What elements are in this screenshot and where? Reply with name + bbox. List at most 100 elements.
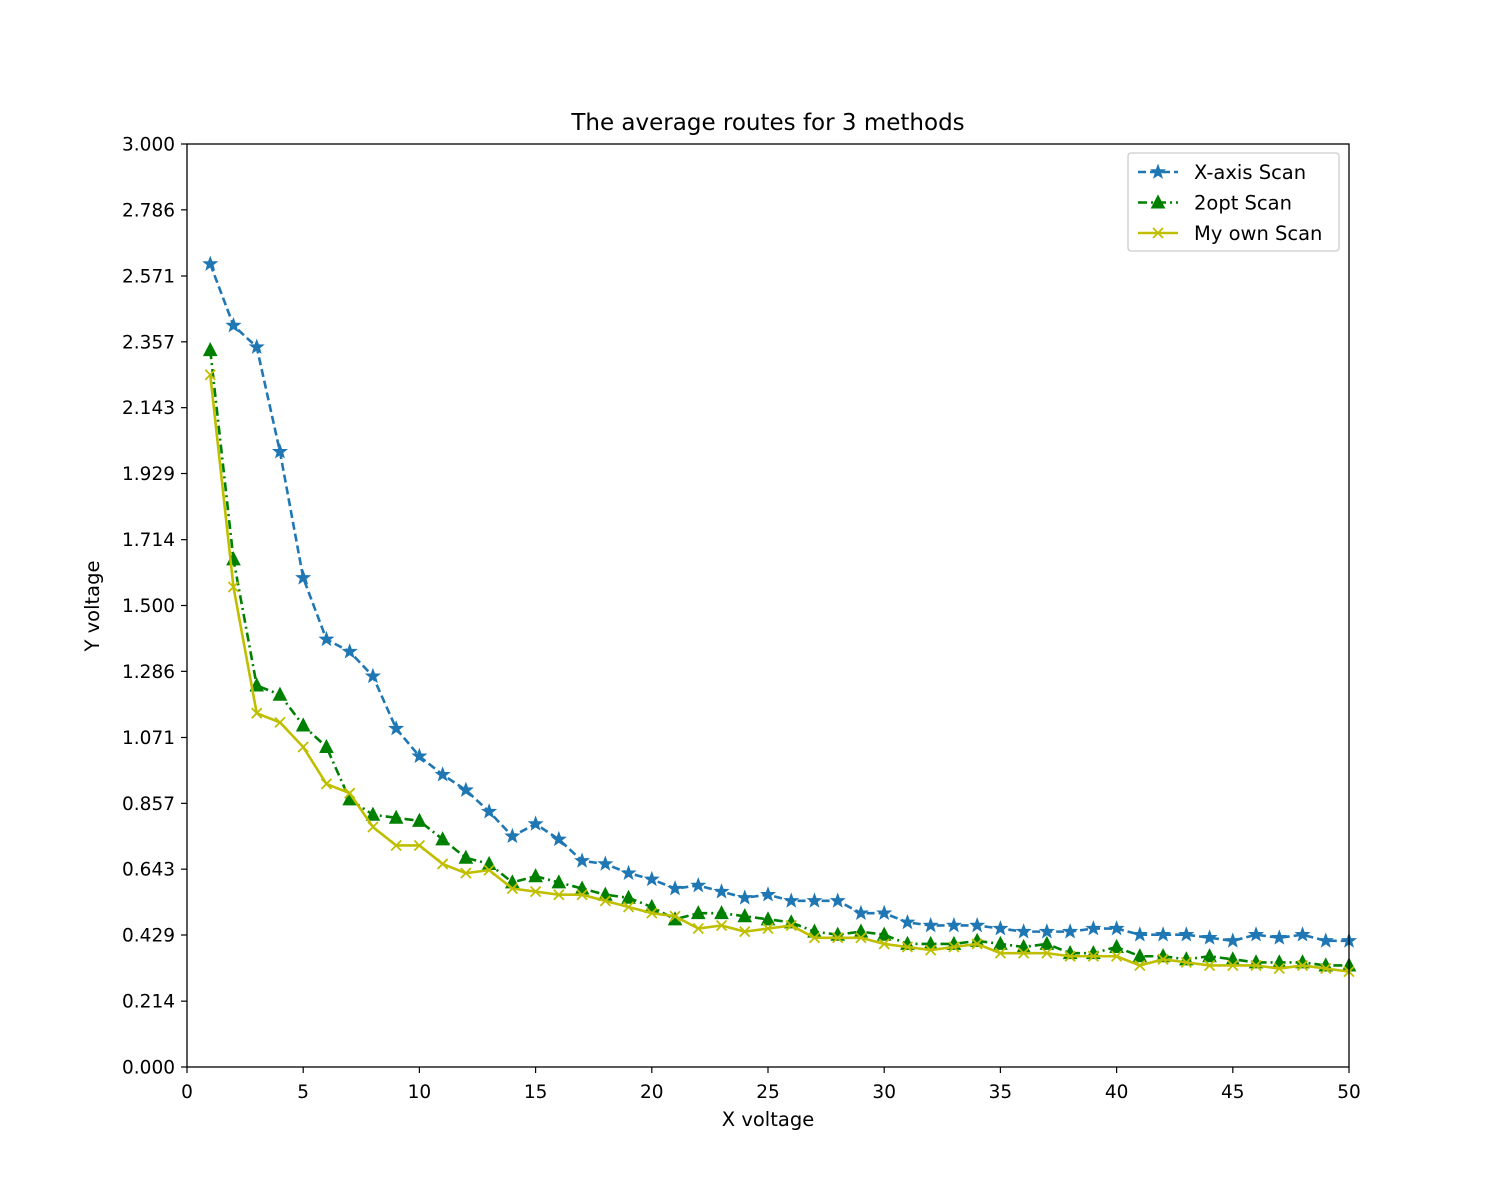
data-point [411,747,428,764]
data-point [737,908,753,923]
data-point [412,812,427,827]
data-point [527,815,544,831]
data-point [460,867,472,879]
series-line [208,374,1350,973]
data-point [739,925,751,938]
data-point [202,342,218,357]
data-point [992,920,1009,936]
data-point [876,904,893,921]
data-point [413,839,426,852]
data-point [993,935,1008,950]
data-point [318,630,335,647]
data-point [922,917,939,933]
data-point [1131,926,1148,942]
data-point [669,910,681,922]
data-point [481,803,498,819]
data-point [274,716,286,729]
data-point [736,889,753,905]
data-point [365,806,381,821]
x-tick-label: 50 [1337,1082,1361,1103]
data-point [506,882,518,895]
data-point [225,317,242,333]
data-point [1250,959,1262,972]
legend-marker [1152,227,1164,239]
y-axis: 0.000 0.214 0.429 0.643 0.857 1.071 1.286 1.500… [122,135,187,1079]
data-point [876,926,892,941]
legend-marker [1150,194,1166,209]
data-point [713,883,730,899]
data-point [367,821,379,833]
chart-title: The average routes for 3 methods [570,110,964,136]
legend-label: 2opt Scan [1194,192,1292,215]
data-point [715,919,728,932]
data-point [553,889,565,901]
x-tick-label: 0 [181,1082,193,1103]
data-point [364,667,381,684]
data-point [762,922,774,935]
data-point [855,932,867,944]
y-tick-label: 0.214 [122,992,175,1013]
y-tick-label: 1.500 [122,596,175,617]
data-point [1320,962,1332,975]
x-tick-label: 20 [640,1082,664,1103]
x-tick-label: 5 [297,1082,309,1103]
legend-marker [1149,163,1167,179]
data-point [388,809,404,824]
data-point [646,907,658,919]
data-point [1157,953,1169,965]
data-point [576,889,588,901]
data-point [829,892,846,908]
data-point [574,852,591,868]
data-point [1180,956,1192,969]
data-point [948,941,960,953]
data-point [783,892,800,908]
data-point [271,443,289,459]
data-point [1317,932,1334,948]
data-point [1062,923,1079,939]
data-point [714,905,729,920]
data-point [666,880,684,896]
x-tick-label: 30 [872,1082,896,1103]
data-point [529,885,542,898]
data-point [202,255,219,271]
y-tick-label: 2.786 [122,200,175,221]
data-point [1064,950,1076,962]
series-0 [202,255,1358,948]
y-tick-label: 1.929 [122,464,175,485]
legend: X-axis Scan 2opt Scan My own Scan [1127,152,1340,252]
data-point [853,923,869,938]
data-point [1202,948,1217,963]
data-point [622,901,635,913]
x-tick-label: 25 [756,1082,780,1103]
data-point [1018,947,1030,959]
x-axis-label: X voltage [722,1108,814,1131]
data-point [249,677,265,692]
data-point [528,868,543,883]
data-point [320,778,333,790]
series-line [208,349,1349,967]
data-point [481,855,497,870]
data-point [295,569,312,585]
y-tick-label: 0.643 [122,860,175,881]
data-point [1273,962,1285,975]
plot-area [202,255,1358,978]
series-1 [202,342,1357,972]
data-point [1085,920,1102,936]
data-point [1132,948,1148,963]
data-point [297,741,309,753]
legend-label: My own Scan [1194,222,1322,245]
data-point [1015,923,1032,939]
data-point [901,941,914,953]
data-point [1227,959,1239,972]
legend-label: X-axis Scan [1194,161,1306,184]
data-point [1247,926,1265,942]
data-point [1134,959,1146,972]
data-point [319,738,334,754]
y-tick-label: 0.857 [122,794,175,815]
data-point [969,917,986,933]
y-tick-label: 1.286 [122,662,175,683]
data-point [550,830,567,847]
x-tick-label: 10 [408,1082,432,1103]
data-point [1038,923,1055,939]
